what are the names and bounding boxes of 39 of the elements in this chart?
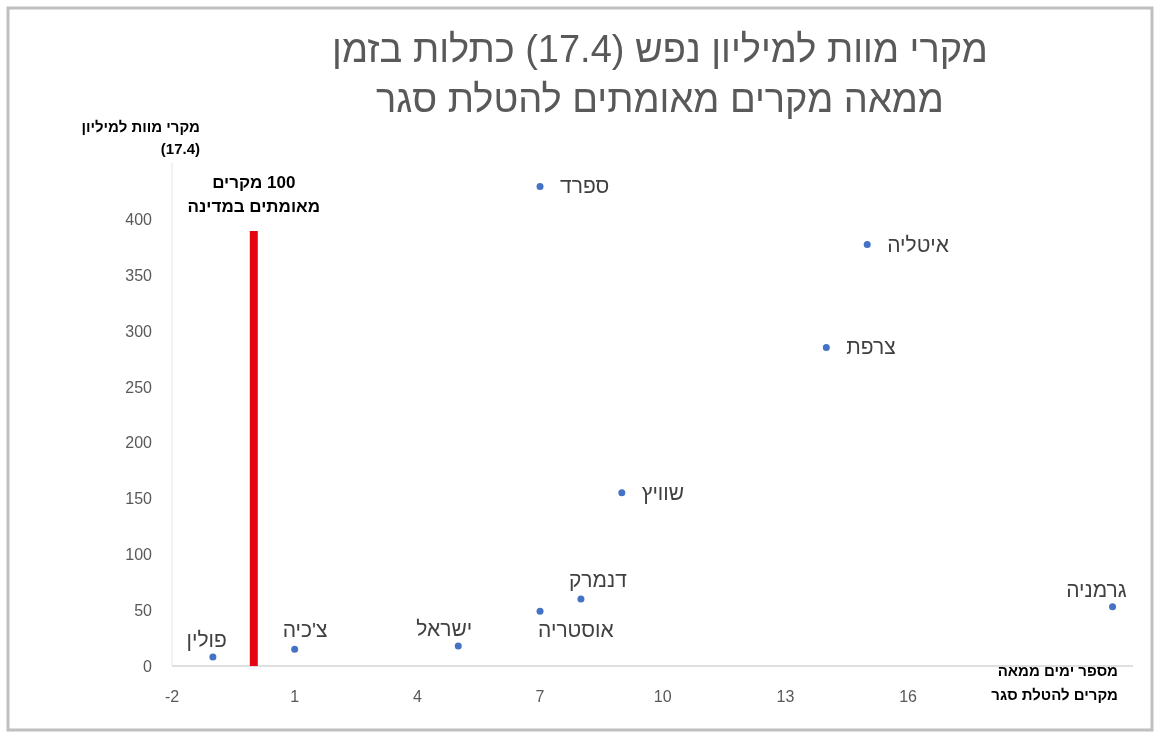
point (863, 241, 871, 249)
x-tick-label: 16 (899, 688, 918, 705)
point (536, 607, 544, 615)
series-label: אוסטריה (538, 618, 614, 642)
x-tick-label: 4 (412, 688, 422, 705)
y-tick-label: 250 (125, 378, 153, 396)
x-tick-label: 1 (290, 688, 300, 705)
x-axis-title: מספר ימים ממאה מקרים להטלת סגר (991, 662, 1118, 703)
y-tick-label: 0 (143, 658, 153, 675)
point (454, 642, 462, 650)
x-tick-label: -2 (164, 688, 180, 705)
y-tick-label: 200 (125, 434, 153, 452)
y-tick-label: 150 (125, 490, 153, 508)
point (1109, 603, 1117, 611)
y-tick-label: 300 (125, 322, 153, 340)
series-label: שוויץ (641, 480, 685, 504)
series-label: צ'כיה (282, 618, 328, 642)
point (536, 182, 544, 190)
y-tick-label: 100 (125, 546, 153, 564)
point (618, 489, 626, 497)
series-label: פולין (186, 628, 227, 652)
ref-line-label: 100 מקרים מאומתים במדינה (187, 173, 321, 216)
chart-title: מקרי מוות למיליון נפש (17.4) כתלות בזמן ממאה מקרים מאומתים להטלת סגר (332, 28, 988, 120)
series-label: ספרד (560, 174, 610, 198)
point (577, 595, 585, 603)
series-label: ישראל (416, 616, 473, 640)
series-label: דנמרק (568, 567, 628, 591)
x-tick-label: 13 (776, 688, 795, 705)
point (291, 645, 299, 653)
x-tick-label: 10 (653, 688, 672, 705)
y-tick-label: 400 (125, 210, 153, 228)
y-tick-label: 50 (134, 602, 153, 620)
series-label: גרמניה (1066, 577, 1127, 601)
point (822, 343, 830, 351)
point (209, 653, 217, 661)
series-label: צרפת (846, 335, 896, 359)
y-tick-label: 350 (125, 266, 153, 284)
series-label: איטליה (887, 232, 950, 256)
x-tick-label: 7 (535, 688, 545, 705)
